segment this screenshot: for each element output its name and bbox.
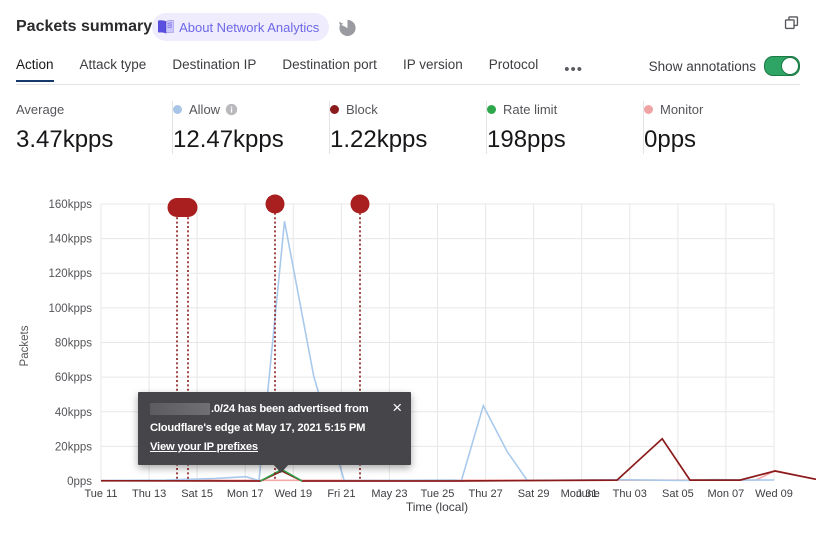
svg-text:160kpps: 160kpps bbox=[49, 199, 93, 211]
svg-text:Sat 15: Sat 15 bbox=[181, 488, 213, 500]
svg-text:20kpps: 20kpps bbox=[55, 441, 92, 453]
svg-text:June: June bbox=[576, 488, 600, 500]
svg-text:Sat 29: Sat 29 bbox=[518, 488, 550, 500]
svg-text:Fri 21: Fri 21 bbox=[327, 488, 355, 500]
svg-text:40kpps: 40kpps bbox=[55, 407, 92, 419]
svg-text:Tue 25: Tue 25 bbox=[421, 488, 455, 500]
svg-text:Thu 03: Thu 03 bbox=[613, 488, 647, 500]
svg-text:Thu 27: Thu 27 bbox=[468, 488, 502, 500]
svg-text:Packets: Packets bbox=[19, 325, 31, 366]
svg-text:120kpps: 120kpps bbox=[49, 268, 93, 280]
svg-text:Sat 05: Sat 05 bbox=[662, 488, 694, 500]
svg-text:80kpps: 80kpps bbox=[55, 338, 92, 350]
svg-text:Wed 19: Wed 19 bbox=[274, 488, 312, 500]
svg-text:Mon 07: Mon 07 bbox=[708, 488, 745, 500]
svg-text:Mon 17: Mon 17 bbox=[227, 488, 264, 500]
svg-text:Time (local): Time (local) bbox=[406, 500, 468, 514]
svg-text:0pps: 0pps bbox=[67, 476, 92, 488]
svg-text:140kpps: 140kpps bbox=[49, 234, 93, 246]
svg-text:Tue 11: Tue 11 bbox=[84, 488, 117, 500]
svg-text:Wed 09: Wed 09 bbox=[755, 488, 793, 500]
svg-text:May 23: May 23 bbox=[371, 488, 407, 500]
svg-text:100kpps: 100kpps bbox=[49, 303, 93, 315]
svg-text:Thu 13: Thu 13 bbox=[132, 488, 166, 500]
svg-text:60kpps: 60kpps bbox=[55, 372, 92, 384]
